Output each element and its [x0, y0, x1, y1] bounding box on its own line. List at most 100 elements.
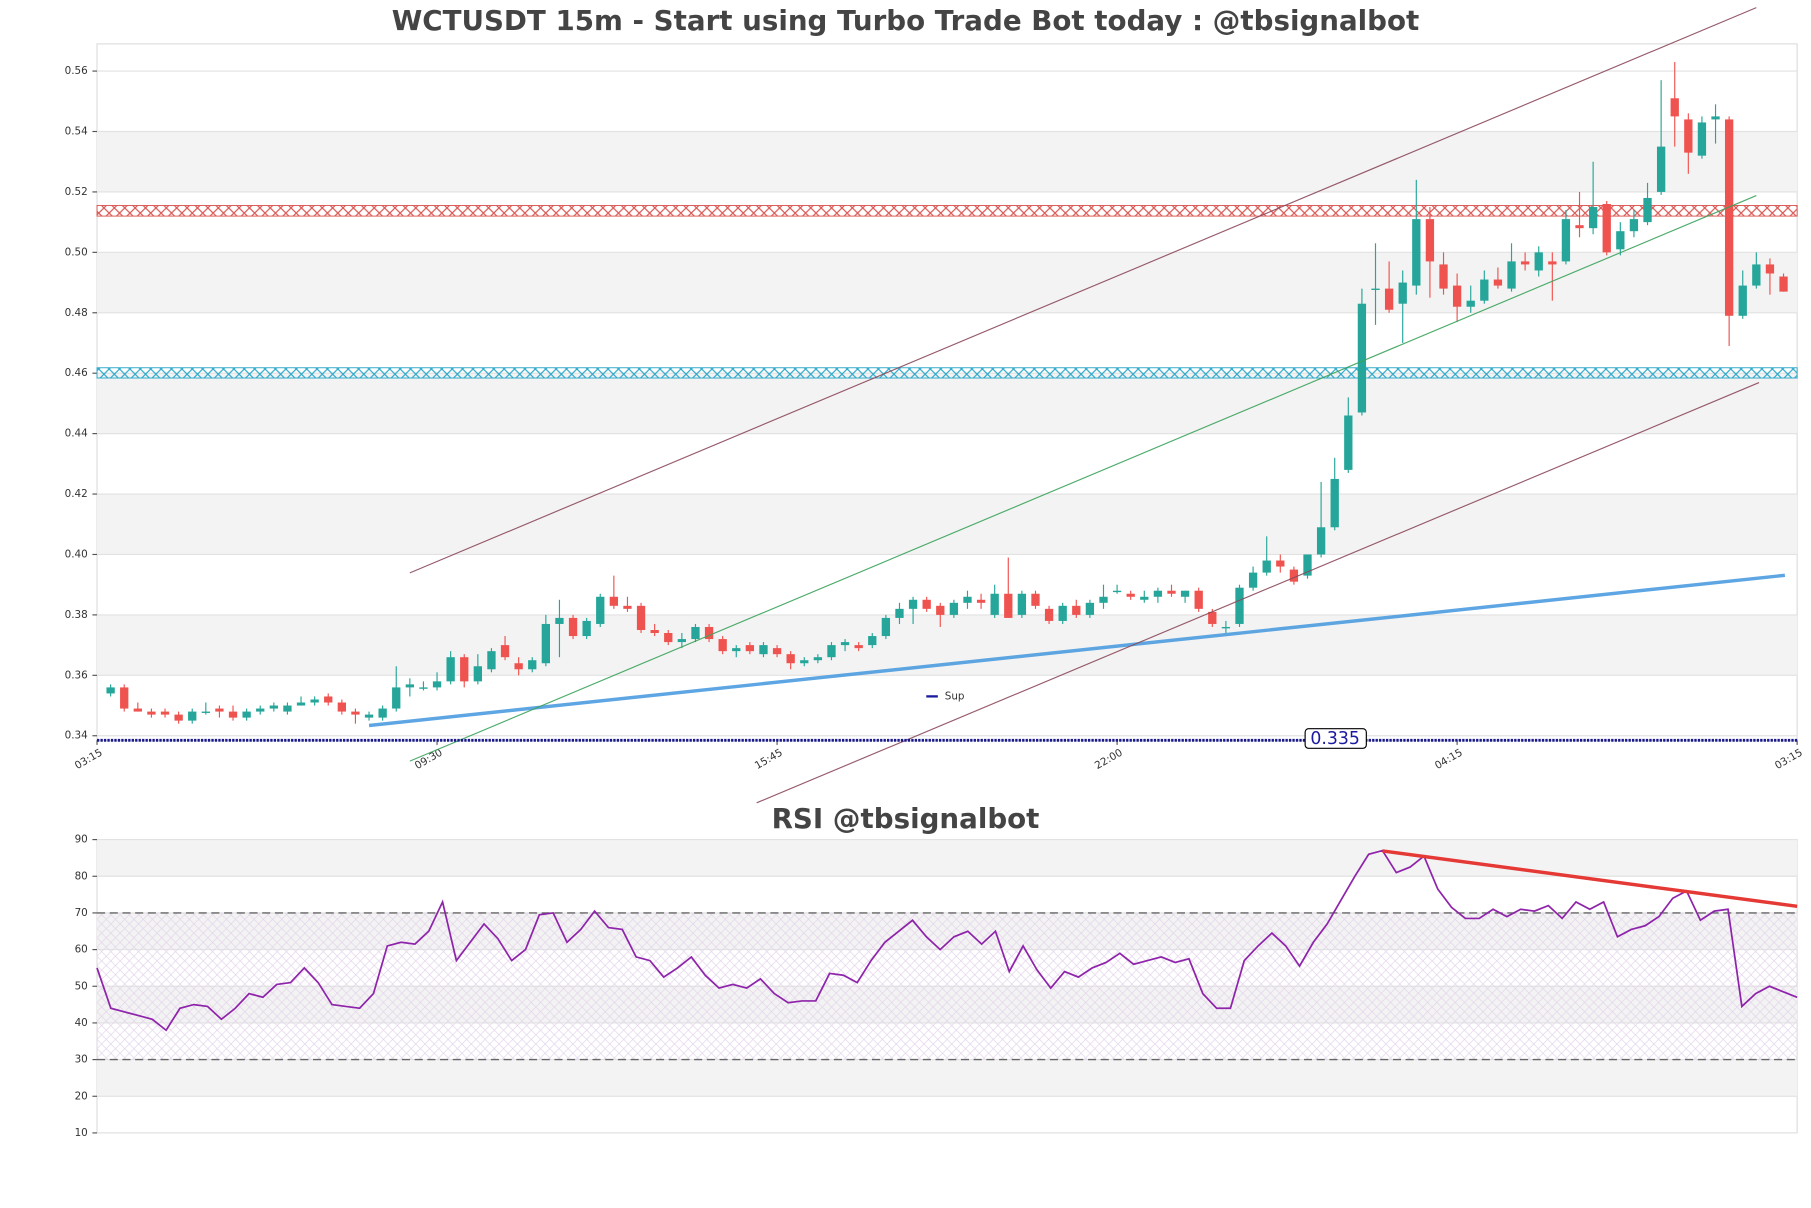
- y-tick-label: 60: [75, 944, 88, 956]
- candle-body: [1235, 587, 1244, 624]
- rsi-title: RSI @tbsignalbot: [772, 802, 1040, 835]
- candle-body: [1493, 279, 1503, 286]
- candle-body: [1602, 204, 1611, 253]
- candle-body: [895, 608, 904, 618]
- y-tick-label: 0.46: [65, 367, 88, 379]
- candle-body: [133, 708, 142, 712]
- candle-body: [1779, 276, 1788, 292]
- candle-body: [772, 648, 782, 655]
- candle-body: [1276, 560, 1285, 567]
- candle-body: [949, 602, 959, 615]
- grid-band: [97, 373, 1798, 434]
- y-tick-label: 0.38: [65, 609, 88, 621]
- candle-body: [106, 687, 115, 694]
- y-tick-label: 0.48: [65, 307, 88, 319]
- candle-body: [541, 623, 551, 664]
- candle-body: [718, 639, 727, 652]
- candle-body: [392, 687, 401, 709]
- candle-body: [732, 648, 741, 652]
- candle-body: [215, 708, 224, 712]
- candle-body: [1140, 596, 1149, 600]
- candle-body: [487, 651, 496, 670]
- y-tick-label: 0.42: [65, 488, 88, 500]
- candle-body: [1561, 219, 1571, 262]
- y-tick-label: 0.56: [65, 65, 88, 77]
- trend-line: [409, 195, 1757, 762]
- x-tick-label: 22:00: [1093, 747, 1125, 772]
- candle-body: [936, 605, 945, 615]
- candle-body: [1384, 288, 1394, 310]
- candle-body: [1752, 264, 1761, 286]
- candle-body: [1684, 119, 1693, 153]
- grid-band: [97, 131, 1798, 192]
- candle-body: [1534, 252, 1543, 271]
- candle-body: [1439, 264, 1448, 289]
- rsi-trend: [1382, 849, 1798, 909]
- candle-body: [1262, 560, 1271, 573]
- candle-body: [745, 645, 755, 652]
- candle-body: [1425, 219, 1435, 262]
- candle-body: [582, 620, 591, 637]
- candle-body: [174, 714, 183, 721]
- candle-body: [460, 657, 469, 682]
- candle-body: [1466, 300, 1475, 307]
- y-tick-label: 10: [75, 1127, 88, 1139]
- candle-body: [1765, 264, 1775, 274]
- candle-body: [759, 645, 768, 655]
- y-tick-label: 80: [75, 870, 88, 882]
- y-tick-label: 0.44: [65, 428, 89, 440]
- candle-body: [528, 660, 537, 670]
- candle-body: [1303, 554, 1312, 576]
- candle-body: [405, 684, 414, 688]
- candle-body: [514, 663, 523, 670]
- candle-body: [1398, 282, 1407, 304]
- candle-body: [786, 654, 795, 664]
- candle-body: [228, 711, 238, 718]
- candle-body: [650, 630, 659, 634]
- candle-body: [351, 711, 360, 715]
- candle-body: [432, 681, 442, 688]
- candle-body: [242, 711, 251, 718]
- candle-body: [800, 660, 809, 664]
- candle-body: [1371, 288, 1380, 290]
- y-tick-label: 50: [75, 980, 88, 992]
- candle-body: [446, 657, 455, 682]
- candle-body: [813, 657, 823, 661]
- candle-body: [1289, 569, 1299, 582]
- candle-body: [963, 596, 972, 603]
- candle-body: [188, 711, 197, 721]
- candle-body: [120, 687, 129, 709]
- candle-body: [1711, 116, 1720, 120]
- x-tick-label: 09:30: [413, 747, 445, 772]
- candle-body: [1167, 590, 1176, 594]
- y-tick-label: 0.54: [65, 126, 89, 138]
- candle-body: [364, 714, 374, 718]
- y-tick-label: 30: [75, 1054, 88, 1066]
- x-tick-label: 04:15: [1433, 747, 1465, 772]
- candle-body: [296, 702, 306, 706]
- candle-body: [1548, 261, 1557, 265]
- candle-body: [609, 596, 619, 606]
- candle-body: [324, 696, 333, 703]
- y-tick-label: 90: [75, 834, 88, 846]
- candle-body: [310, 699, 319, 703]
- candle-body: [691, 626, 700, 640]
- candle-body: [1575, 225, 1584, 229]
- candle-body: [1085, 602, 1095, 615]
- grid-band: [97, 614, 1798, 676]
- candle-body: [1656, 146, 1666, 192]
- candle-body: [147, 711, 156, 715]
- candle-body: [1316, 527, 1326, 555]
- grid-band: [97, 1059, 1798, 1097]
- candle-body: [269, 705, 278, 709]
- x-tick-label: 03:15: [73, 747, 105, 772]
- candle-body: [1616, 231, 1625, 250]
- candle-body: [1330, 478, 1339, 528]
- candle-body: [704, 626, 714, 640]
- zone: [96, 367, 1798, 379]
- candle-body: [1194, 590, 1203, 609]
- candle-body: [1058, 605, 1067, 621]
- candle-body: [1017, 593, 1027, 615]
- candle-body: [1697, 122, 1707, 156]
